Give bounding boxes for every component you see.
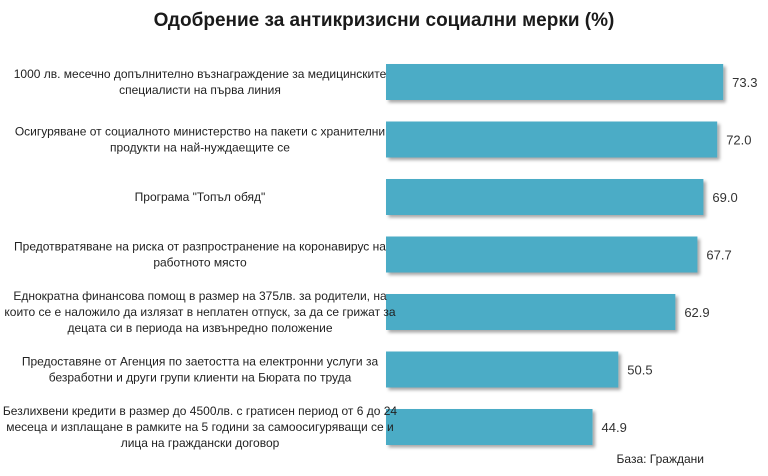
value-label-6: 50.5 — [627, 363, 652, 378]
value-label-7: 44.9 — [602, 420, 627, 435]
bar-5 — [386, 294, 676, 330]
category-label-2: Осигуряване от социалното министерство н… — [15, 125, 385, 155]
value-label-2: 72.0 — [726, 133, 751, 148]
bar-7 — [386, 409, 593, 445]
value-label-1: 73.3 — [732, 75, 757, 90]
base-footnote: База: Граждани — [616, 452, 704, 466]
category-label-7: Безлихвени кредити в размер до 4500лв. с… — [3, 404, 397, 450]
bar-4 — [386, 236, 698, 273]
category-label-4: Предотвратяване на риска от разпростране… — [14, 240, 386, 270]
chart-title: Одобрение за антикризисни социални мерки… — [153, 10, 615, 31]
bar-2 — [386, 121, 718, 158]
value-label-4: 67.7 — [706, 248, 731, 263]
category-label-6: Предоставяне от Агенция по заетостта на … — [22, 355, 379, 385]
category-label-3: Програма "Топъл обяд" — [135, 190, 266, 204]
bar-6 — [386, 351, 619, 388]
category-label-5: Еднократна финансова помощ в размер на 3… — [4, 289, 395, 335]
bar-3 — [386, 179, 704, 215]
category-label-1: 1000 лв. месечно допълнително възнагражд… — [14, 67, 387, 97]
value-label-5: 62.9 — [684, 305, 709, 320]
value-label-3: 69.0 — [712, 190, 737, 205]
bar-1 — [386, 64, 724, 100]
